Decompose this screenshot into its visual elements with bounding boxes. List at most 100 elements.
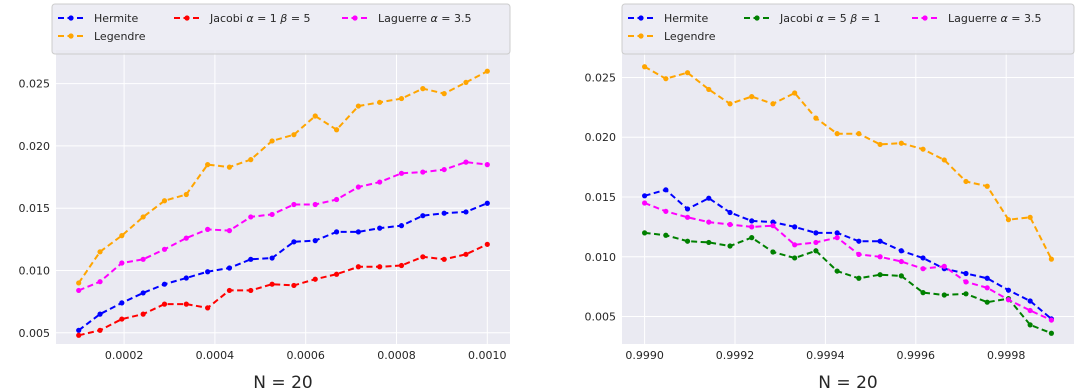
legend-label: Jacobi α = 5 β = 1 (779, 12, 881, 25)
legend-item: Jacobi α = 1 β = 5 (174, 12, 311, 25)
legend-item: Hermite (628, 12, 708, 25)
data-point (119, 260, 125, 266)
data-point (161, 198, 168, 204)
data-point (441, 166, 447, 173)
data-point (898, 258, 904, 265)
data-point (420, 169, 426, 175)
data-point (333, 127, 340, 133)
data-point (183, 191, 189, 198)
y-tick-label: 0.015 (585, 191, 617, 204)
x-tick-label: 0.9992 (716, 349, 755, 362)
legend-label: Hermite (664, 12, 708, 25)
data-point (1027, 298, 1033, 304)
data-point (312, 238, 318, 244)
legend-item: Laguerre α = 3.5 (912, 12, 1041, 25)
data-point (140, 214, 146, 220)
data-point (355, 184, 361, 190)
legend-box (621, 3, 1075, 55)
data-point (97, 327, 103, 333)
x-tick-label: 0.9998 (987, 349, 1026, 362)
x-tick-label: 0.0008 (377, 349, 416, 362)
data-point (441, 256, 447, 262)
data-point (377, 99, 383, 105)
data-point (205, 226, 211, 232)
data-point (463, 209, 469, 215)
y-tick-label: 0.025 (585, 71, 617, 84)
data-point (920, 290, 926, 296)
data-point (312, 201, 318, 208)
data-point (706, 239, 712, 246)
y-tick-label: 0.015 (19, 202, 51, 215)
data-point (984, 275, 990, 281)
data-point (963, 270, 969, 277)
data-point (420, 86, 426, 92)
legend-label: Hermite (94, 12, 138, 25)
data-point (792, 255, 798, 261)
data-point (441, 210, 447, 216)
data-point (205, 305, 211, 311)
data-point (333, 229, 340, 235)
data-point (161, 246, 168, 252)
data-point (76, 280, 82, 286)
series-line (644, 65, 1053, 260)
data-point (963, 291, 969, 297)
data-point (140, 256, 146, 262)
data-point (398, 95, 405, 102)
series-laguerre (642, 200, 1054, 323)
data-point (355, 103, 361, 109)
legend-label: Laguerre α = 3.5 (948, 12, 1041, 25)
data-point (333, 196, 340, 203)
data-point (663, 76, 669, 82)
data-point (642, 193, 648, 199)
gridlines (56, 50, 510, 344)
data-point (749, 235, 755, 241)
y-tick-label: 0.020 (19, 140, 51, 153)
series-line (78, 202, 488, 332)
data-point (248, 287, 254, 294)
data-point (898, 140, 904, 146)
series-line (77, 70, 488, 284)
x-tick-label: 0.0010 (468, 349, 507, 362)
data-point (984, 285, 990, 291)
data-point (642, 64, 648, 70)
legend-marker (638, 33, 644, 39)
data-point (269, 211, 275, 218)
data-point (834, 230, 840, 236)
data-point (856, 275, 862, 281)
x-axis-label: N = 20 (818, 373, 877, 390)
data-point (792, 224, 798, 230)
data-point (76, 332, 82, 338)
data-point (898, 248, 904, 254)
data-point (205, 162, 211, 168)
data-point (76, 287, 82, 294)
data-point (398, 262, 405, 269)
data-point (205, 269, 211, 275)
data-point (877, 272, 883, 278)
data-point (706, 195, 712, 201)
data-point (291, 282, 297, 289)
data-point (463, 79, 469, 85)
chart-left: 0.0002 0.0004 0.0006 0.0008 0.0010 0.005 0.010… (19, 3, 511, 390)
data-point (877, 141, 883, 148)
x-tick-label: 0.0004 (196, 349, 235, 362)
data-point (312, 113, 318, 119)
data-point (377, 225, 383, 231)
legend-marker (68, 33, 74, 39)
series-hermite (76, 200, 490, 333)
x-tick-label: 0.0006 (286, 349, 325, 362)
y-tick-label: 0.010 (585, 251, 617, 264)
data-point (1027, 307, 1033, 314)
series-line (644, 188, 1053, 320)
data-point (663, 187, 669, 193)
data-point (377, 179, 383, 185)
data-point (248, 214, 254, 220)
data-point (984, 183, 990, 189)
data-point (183, 301, 189, 307)
legend-box (51, 3, 511, 55)
data-point (97, 249, 103, 255)
plot-area (56, 50, 510, 344)
data-point (770, 219, 776, 225)
legend-label: Legendre (94, 30, 146, 43)
data-point (727, 243, 733, 249)
data-point (1048, 256, 1054, 262)
